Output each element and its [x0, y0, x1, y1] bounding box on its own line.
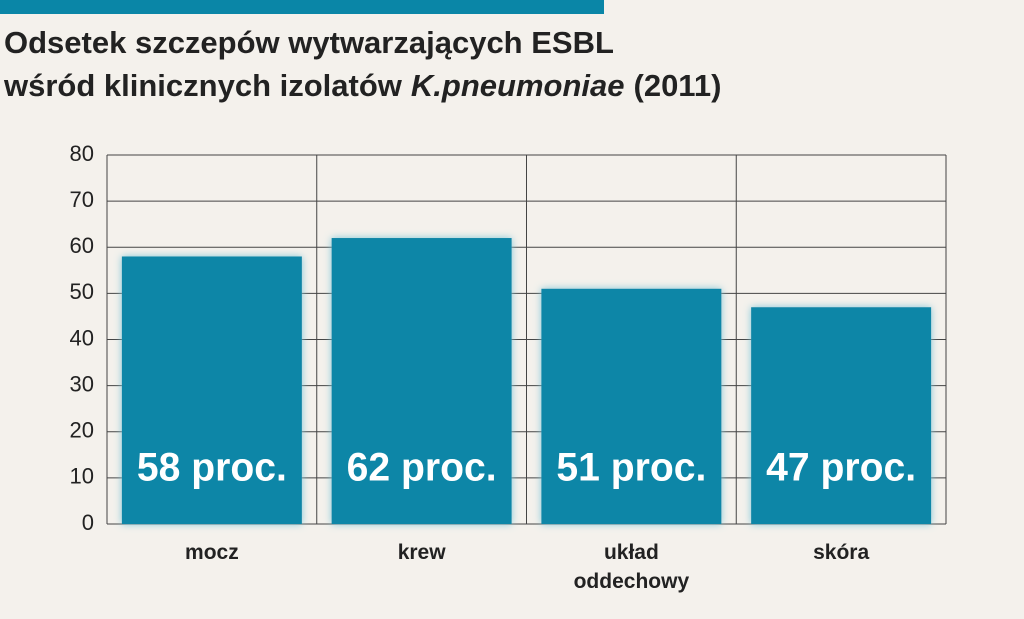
title-part: wśród klinicznych izolatów [3, 68, 403, 103]
top-band [0, 0, 604, 14]
y-tick-label: 40 [70, 325, 94, 350]
title-part: (2011) [634, 68, 722, 103]
value-label: 47 proc. [766, 446, 916, 490]
title-part: K.pneumoniae [411, 68, 625, 103]
y-tick-label: 20 [70, 418, 94, 443]
y-tick-label: 50 [70, 279, 94, 304]
x-tick-label: krew [397, 541, 446, 564]
x-tick-label: skóra [813, 541, 870, 564]
y-tick-label: 10 [70, 464, 94, 489]
y-tick-label: 30 [70, 371, 94, 396]
y-tick-label: 80 [70, 141, 94, 166]
value-label: 58 proc. [137, 446, 287, 490]
value-label: 51 proc. [556, 446, 706, 490]
chart-title: wśród klinicznych izolatów K.pneumoniae (2… [3, 68, 721, 103]
bar [331, 238, 512, 524]
y-tick-label: 0 [82, 510, 94, 535]
value-label: 62 proc. [347, 446, 497, 490]
x-tick-label: mocz [185, 541, 239, 564]
bar [751, 307, 932, 524]
bar [541, 288, 722, 524]
y-tick-label: 70 [70, 187, 94, 212]
x-tick-label: układ oddechowy [573, 541, 690, 593]
bar [121, 256, 302, 524]
y-tick-label: 60 [70, 233, 94, 258]
chart-title: Odsetek szczepów wytwarzających ESBL [4, 25, 614, 60]
